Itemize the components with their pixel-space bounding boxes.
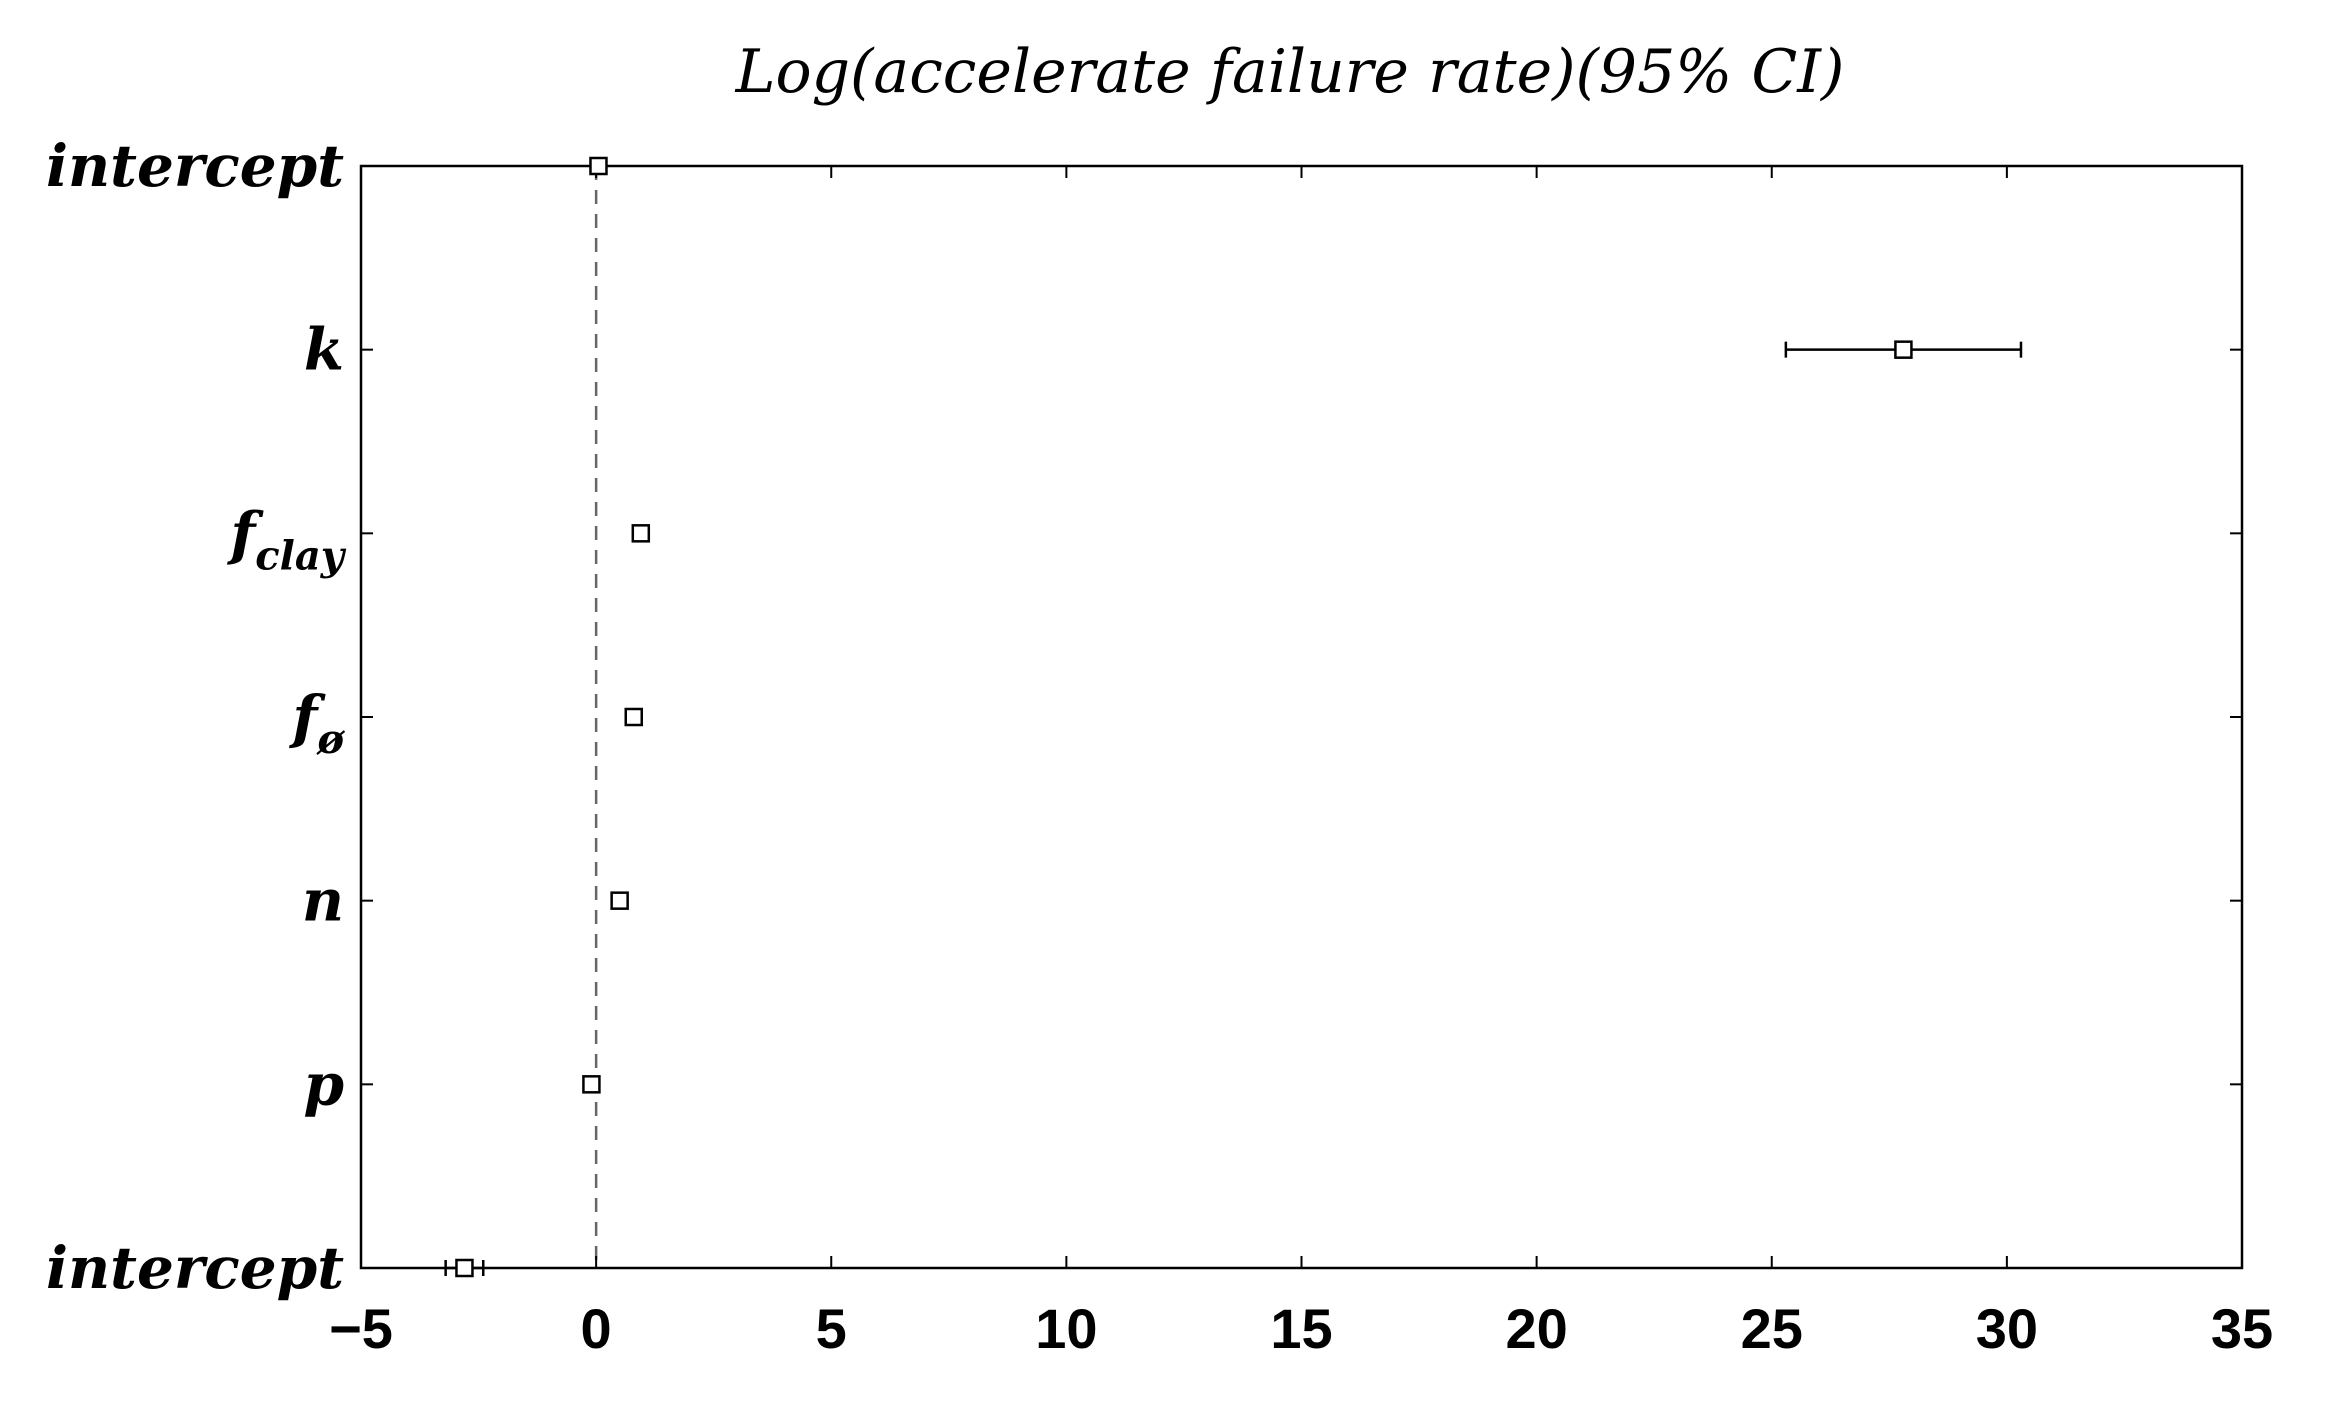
x-tick-label: 20 [1505,1297,1567,1360]
point-marker [631,524,651,543]
y-category-label: fclay [226,499,346,579]
x-tick-label: 0 [581,1297,612,1360]
x-tick-label: 30 [1976,1297,2038,1360]
point-marker [624,707,643,727]
y-category-label: fø [288,683,345,763]
chart-title: Log(accelerate failure rate)(95% CI) [735,37,1845,107]
y-category-label: k [304,316,344,384]
x-tick-label: 10 [1035,1297,1097,1360]
point-marker [455,1258,474,1278]
x-tick-label: −5 [329,1297,393,1360]
point-marker [610,891,629,910]
y-category-label: intercept [46,1234,344,1302]
plot-layer: −5 0 5 10 15 20 25 30 35 intercept k fclay fø n p inter… [46,132,2273,1360]
plot-frame [359,164,2244,1270]
y-category-label: intercept [46,132,344,200]
x-tick-label: 15 [1270,1297,1332,1360]
x-tick-label: 5 [816,1297,847,1360]
y-category-label: n [302,867,344,935]
y-category-label: p [303,1050,344,1118]
x-tick-label: 25 [1741,1297,1803,1360]
point-marker [1894,340,1913,359]
point-marker [589,156,608,176]
x-tick-label: 35 [2211,1297,2273,1360]
point-marker [582,1075,601,1094]
